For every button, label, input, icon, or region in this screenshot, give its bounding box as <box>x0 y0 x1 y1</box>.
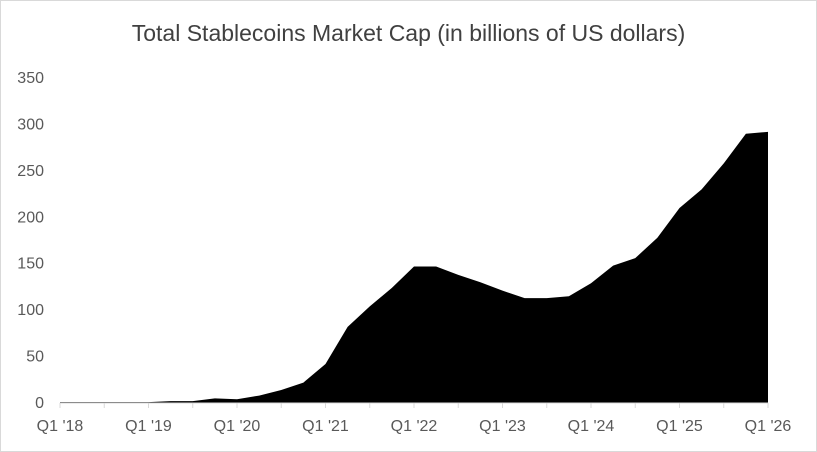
chart-title: Total Stablecoins Market Cap (in billion… <box>131 20 686 46</box>
y-tick-label: 50 <box>26 349 44 366</box>
y-tick-label: 150 <box>17 256 44 273</box>
x-tick-label: Q1 '24 <box>568 418 615 435</box>
y-axis: 0 50 100 150 200 250 300 350 <box>17 70 44 412</box>
x-tick-label: Q1 '20 <box>214 418 261 435</box>
x-tick-label: Q1 '22 <box>391 418 438 435</box>
y-tick-label: 250 <box>17 163 44 180</box>
x-tick-label: Q1 '26 <box>745 418 792 435</box>
x-tick-label: Q1 '21 <box>302 418 349 435</box>
x-tick-label: Q1 '23 <box>479 418 526 435</box>
y-tick-label: 200 <box>17 209 44 226</box>
y-tick-label: 100 <box>17 302 44 319</box>
area-series <box>60 131 768 404</box>
y-tick-label: 350 <box>17 70 44 87</box>
x-tick-label: Q1 '19 <box>125 418 172 435</box>
x-axis: Q1 '18 Q1 '19 Q1 '20 Q1 '21 Q1 '22 Q1 '23 Q1 '… <box>37 403 792 435</box>
y-tick-label: 300 <box>17 116 44 133</box>
y-tick-label: 0 <box>35 395 44 412</box>
x-tick-label: Q1 '25 <box>656 418 703 435</box>
x-tick-label: Q1 '18 <box>37 418 84 435</box>
